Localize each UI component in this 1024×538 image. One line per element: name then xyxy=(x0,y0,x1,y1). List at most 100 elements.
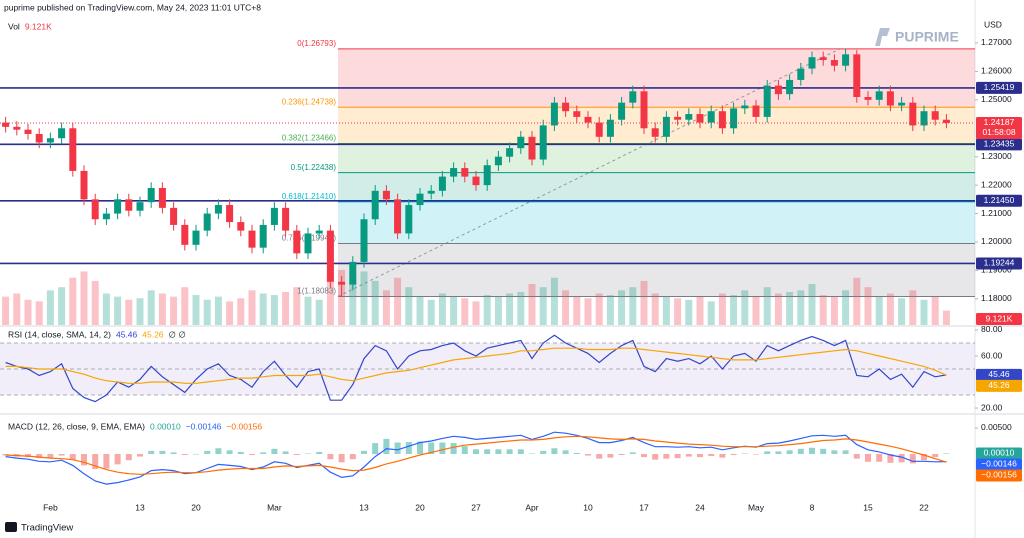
macd-histogram xyxy=(629,452,636,454)
candle-body xyxy=(808,57,816,69)
volume-bar xyxy=(338,269,346,325)
macd-histogram xyxy=(697,453,703,458)
volume-bar xyxy=(562,290,570,325)
macd-histogram xyxy=(596,453,603,459)
price-tag xyxy=(976,194,1022,207)
volume-bar xyxy=(450,296,458,325)
macd-histogram xyxy=(260,452,267,454)
volume-bar xyxy=(741,290,749,325)
volume-bar xyxy=(192,295,200,325)
macd-histogram xyxy=(125,453,132,461)
volume-bar xyxy=(136,298,144,325)
candle-body xyxy=(360,219,368,262)
y-tick-label: 60.00 xyxy=(981,350,1003,360)
volume-bar xyxy=(931,296,939,325)
macd-histogram xyxy=(282,451,289,454)
volume-bar xyxy=(237,298,245,325)
macd-histogram xyxy=(81,453,87,466)
volume-bar xyxy=(909,290,917,325)
candle-body xyxy=(214,205,222,214)
candle-body xyxy=(629,91,637,103)
macd-line xyxy=(5,431,947,485)
volume-bar xyxy=(58,287,66,325)
indicator-value: 45.26 xyxy=(142,329,164,339)
volume-bar xyxy=(730,295,738,325)
footer: TradingView xyxy=(5,522,73,534)
macd-histogram xyxy=(92,453,99,470)
volume-bar xyxy=(517,291,525,325)
candle-body xyxy=(920,111,928,126)
price-tag-label: −0.00146 xyxy=(981,459,1017,469)
candle-body xyxy=(718,111,726,129)
volume-bar xyxy=(640,280,648,325)
volume-bar xyxy=(147,290,155,325)
candle-body xyxy=(304,233,312,254)
macd-histogram xyxy=(898,453,905,463)
volume-bar xyxy=(394,277,402,325)
volume-bar xyxy=(315,299,323,325)
macd-histogram xyxy=(484,449,491,454)
candle-body xyxy=(685,114,693,120)
macd-histogram xyxy=(417,441,423,454)
y-tick-label: 1.19000 xyxy=(981,265,1012,275)
macd-histogram xyxy=(887,453,894,463)
price-tag xyxy=(976,138,1022,151)
volume-bar xyxy=(674,298,682,325)
macd-histogram xyxy=(641,453,647,458)
volume-bar xyxy=(483,295,491,325)
candle-body xyxy=(349,261,357,285)
macd-histogram xyxy=(674,453,681,459)
fib-label: 0.236(1.24738) xyxy=(282,97,337,106)
macd-histogram xyxy=(831,450,838,454)
candle-body xyxy=(114,199,122,214)
candle-body xyxy=(427,190,435,194)
macd-histogram xyxy=(349,453,356,460)
candle-body xyxy=(338,281,346,285)
macd-histogram xyxy=(2,453,9,456)
indicator-value: −0.00146 xyxy=(186,421,222,431)
volume-bar xyxy=(461,298,469,325)
candle-body xyxy=(909,102,917,126)
price-tag xyxy=(976,116,1022,139)
candle-body xyxy=(842,54,850,66)
volume-bar xyxy=(102,293,110,325)
macd-histogram xyxy=(193,453,199,455)
macd-histogram xyxy=(663,453,670,459)
candle-body xyxy=(651,128,659,137)
brand-name: PUPRIME xyxy=(895,29,959,45)
volume-bar xyxy=(662,296,670,325)
candle-body xyxy=(931,111,939,120)
price-tag xyxy=(976,257,1022,270)
countdown: 01:58:08 xyxy=(982,127,1015,137)
volume-bar xyxy=(382,290,390,325)
candle-body xyxy=(282,207,290,231)
macd-histogram xyxy=(271,448,278,454)
candle-body xyxy=(763,85,771,117)
candle-body xyxy=(898,102,906,106)
volume-bar xyxy=(707,301,715,325)
candle-body xyxy=(752,105,760,117)
macd-histogram xyxy=(842,450,849,454)
candle-body xyxy=(394,199,402,234)
candle-body xyxy=(170,207,178,225)
volume-bar xyxy=(651,293,659,325)
candle-body xyxy=(707,111,715,123)
macd-histogram xyxy=(943,453,950,454)
candle-body xyxy=(562,102,570,112)
x-tick-label: 20 xyxy=(191,502,201,512)
price-tag-label: 45.26 xyxy=(988,380,1010,390)
candle-body xyxy=(864,96,872,100)
candle-body xyxy=(584,116,592,123)
candle-body xyxy=(102,213,110,220)
macd-histogram xyxy=(540,450,547,454)
volume-bar xyxy=(427,299,435,325)
volume-bar xyxy=(942,310,950,325)
macd-histogram xyxy=(775,451,782,454)
candle-body xyxy=(2,122,10,127)
candle-body xyxy=(125,199,133,211)
y-tick-label: 1.21000 xyxy=(981,208,1012,218)
macd-histogram xyxy=(820,448,827,454)
candle-body xyxy=(248,230,256,248)
volume-bar xyxy=(304,296,312,325)
